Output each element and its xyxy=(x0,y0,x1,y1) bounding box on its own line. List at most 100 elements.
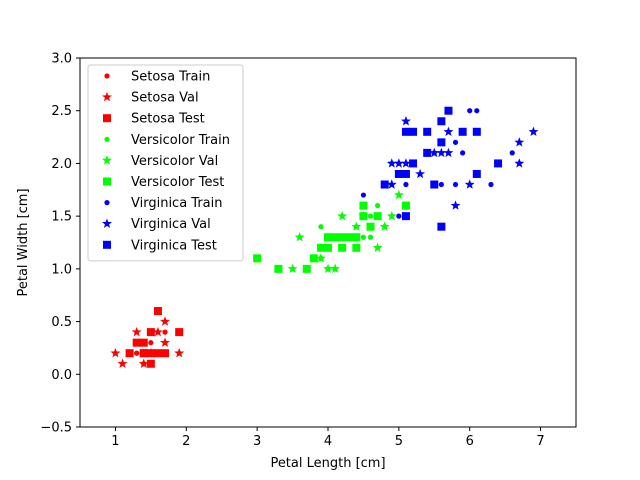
legend-marker xyxy=(104,200,110,206)
legend-marker xyxy=(104,73,110,79)
y-tick-label: 3.0 xyxy=(51,52,72,67)
data-point xyxy=(138,358,149,368)
x-axis-label: Petal Length [cm] xyxy=(270,456,385,471)
data-point xyxy=(153,326,163,337)
legend-label: Setosa Val xyxy=(131,91,199,106)
y-tick-label: 1.0 xyxy=(51,262,72,277)
data-point xyxy=(437,117,446,126)
data-point xyxy=(131,326,142,337)
data-point xyxy=(338,243,347,252)
y-tick-label: 2.5 xyxy=(51,104,72,119)
data-point xyxy=(367,213,374,219)
legend-label: Virginica Train xyxy=(131,196,223,211)
data-point xyxy=(359,212,368,221)
data-point xyxy=(375,203,381,209)
data-point xyxy=(330,263,341,274)
data-point xyxy=(139,349,148,358)
legend-item: Versicolor Test xyxy=(103,175,224,190)
legend-item: Setosa Train xyxy=(104,70,210,85)
data-point xyxy=(175,328,184,337)
data-point xyxy=(472,169,481,178)
data-point xyxy=(528,126,539,137)
data-point xyxy=(146,328,155,337)
data-point xyxy=(430,180,439,189)
data-point xyxy=(331,233,340,242)
data-point xyxy=(379,221,390,231)
data-point xyxy=(437,222,446,231)
data-point xyxy=(443,147,454,158)
data-point xyxy=(401,158,411,168)
data-point xyxy=(366,222,375,231)
data-point xyxy=(148,340,154,346)
data-point xyxy=(429,147,440,158)
legend-label: Versicolor Test xyxy=(131,175,224,190)
data-point xyxy=(403,181,409,188)
data-point xyxy=(401,212,410,221)
legend-label: Versicolor Val xyxy=(131,154,218,169)
data-point xyxy=(302,264,311,273)
legend-label: Setosa Test xyxy=(131,112,205,127)
x-tick-label: 2 xyxy=(182,434,190,449)
data-point xyxy=(373,212,382,221)
data-point xyxy=(161,349,170,358)
data-point xyxy=(438,181,444,188)
data-point xyxy=(386,179,397,189)
data-point xyxy=(337,210,348,221)
data-point xyxy=(380,180,389,189)
data-point xyxy=(160,337,170,347)
series-setosa-test xyxy=(125,307,184,368)
data-point xyxy=(139,338,148,347)
data-point xyxy=(110,348,121,358)
data-point xyxy=(360,234,367,240)
data-point xyxy=(386,158,397,168)
data-point xyxy=(160,316,170,326)
legend-item: Versicolor Train xyxy=(104,133,230,148)
legend-item: Setosa Test xyxy=(103,112,205,127)
data-point xyxy=(338,233,347,242)
data-point xyxy=(117,358,128,368)
data-point xyxy=(324,243,332,252)
y-axis-label: Petal Width [cm] xyxy=(16,188,31,296)
data-point xyxy=(460,150,466,156)
x-tick-label: 5 xyxy=(395,434,403,449)
data-point xyxy=(352,243,361,252)
x-tick-label: 1 xyxy=(111,434,119,449)
data-point xyxy=(488,181,494,188)
series-virginica-val xyxy=(386,116,539,210)
legend-label: Setosa Train xyxy=(131,70,210,85)
legend-label: Virginica Test xyxy=(131,238,217,253)
data-point xyxy=(401,127,410,136)
data-point xyxy=(153,307,162,316)
data-point xyxy=(443,126,454,137)
y-tick-label: 0.0 xyxy=(51,368,72,383)
data-point xyxy=(174,348,185,358)
x-axis: 1 2 3 4 5 6 7 xyxy=(111,427,545,449)
legend-item: Versicolor Val xyxy=(102,154,218,169)
data-point xyxy=(494,159,503,168)
x-tick-label: 6 xyxy=(466,434,474,449)
data-point xyxy=(352,233,361,242)
data-point xyxy=(345,233,354,242)
x-tick-label: 4 xyxy=(324,434,332,449)
data-point xyxy=(351,221,362,231)
data-point xyxy=(393,189,404,200)
data-point xyxy=(274,264,283,273)
data-point xyxy=(409,127,418,136)
y-tick-label: −0.5 xyxy=(40,421,72,436)
data-point xyxy=(394,169,403,178)
x-tick-label: 7 xyxy=(536,434,544,449)
data-point xyxy=(287,263,298,274)
data-point xyxy=(467,108,473,114)
data-point xyxy=(423,148,432,157)
legend-item: Virginica Val xyxy=(102,217,211,232)
data-point xyxy=(318,224,324,230)
data-point xyxy=(509,150,515,156)
data-point xyxy=(162,329,168,335)
data-point xyxy=(401,201,410,210)
data-point xyxy=(324,233,332,242)
legend-marker xyxy=(102,218,112,228)
data-point xyxy=(474,108,480,114)
plot-marks xyxy=(110,106,539,368)
series-virginica-test xyxy=(380,106,503,231)
legend-marker xyxy=(103,114,111,123)
